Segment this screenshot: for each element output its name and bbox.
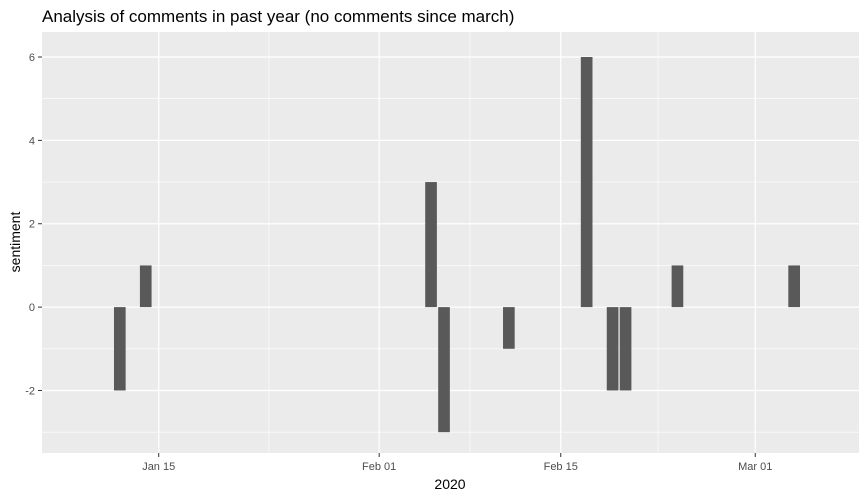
y-tick-label: 6 xyxy=(29,52,35,64)
plot-panel xyxy=(42,32,859,453)
bar xyxy=(425,182,437,308)
bar xyxy=(438,307,450,433)
y-tick-label: -2 xyxy=(25,385,35,397)
x-axis-title: 2020 xyxy=(434,476,465,492)
bar xyxy=(580,57,593,308)
y-tick-label: 0 xyxy=(29,302,35,314)
x-axis: Jan 15 Feb 01 Feb 15 Mar 01 xyxy=(142,453,772,473)
y-tick-label: 4 xyxy=(29,135,35,147)
chart-title: Analysis of comments in past year (no co… xyxy=(42,7,514,26)
y-axis-title: sentiment xyxy=(7,212,23,273)
grid-major xyxy=(42,32,859,453)
x-tick-label: Feb 01 xyxy=(362,461,396,473)
bars xyxy=(113,57,800,433)
y-tick-label: 2 xyxy=(29,219,35,231)
bar xyxy=(606,307,619,391)
x-tick-label: Mar 01 xyxy=(738,461,772,473)
bar xyxy=(113,307,126,391)
bar xyxy=(619,307,632,391)
bar xyxy=(503,307,515,349)
bar xyxy=(788,265,800,308)
bar xyxy=(139,265,152,308)
y-axis: -2 0 2 4 6 xyxy=(25,52,42,397)
x-tick-label: Jan 15 xyxy=(142,461,175,473)
bar xyxy=(671,265,684,308)
x-tick-label: Feb 15 xyxy=(544,461,578,473)
grid-minor xyxy=(42,32,859,453)
